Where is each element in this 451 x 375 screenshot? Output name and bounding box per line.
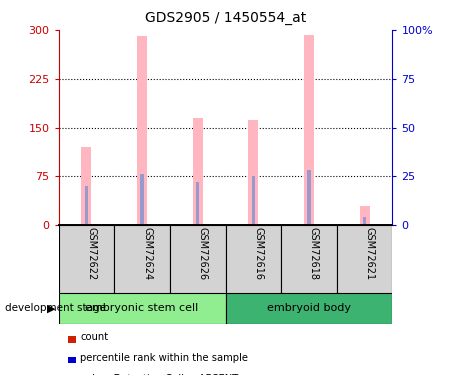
Bar [114,225,170,292]
Bar [250,224,257,225]
Bar [363,217,366,225]
Text: GSM72618: GSM72618 [309,227,319,280]
Text: value, Detection Call = ABSENT: value, Detection Call = ABSENT [80,374,239,375]
Bar [194,224,201,225]
Text: embryoid body: embryoid body [267,303,351,313]
Text: GSM72621: GSM72621 [364,227,375,280]
Bar [85,186,88,225]
Text: percentile rank within the sample: percentile rank within the sample [80,353,249,363]
Bar [137,36,147,225]
Bar [359,206,369,225]
Bar [193,118,202,225]
Bar [59,292,226,324]
Bar [304,35,314,225]
Bar [139,224,145,225]
Bar [249,120,258,225]
Text: GSM72626: GSM72626 [198,227,208,280]
Text: development stage: development stage [5,303,106,313]
Text: count: count [80,333,108,342]
Bar [337,225,392,292]
Bar [307,170,311,225]
Title: GDS2905 / 1450554_at: GDS2905 / 1450554_at [145,11,306,25]
Bar [59,225,114,292]
Bar [83,224,90,225]
Bar [226,225,281,292]
Bar [140,174,144,225]
Bar [361,224,368,225]
Bar [170,225,226,292]
Text: GSM72624: GSM72624 [142,227,152,280]
Bar [226,292,392,324]
Text: embryonic stem cell: embryonic stem cell [85,303,199,313]
Bar [82,147,92,225]
Bar [196,182,199,225]
Text: ▶: ▶ [47,303,56,313]
Text: GSM72622: GSM72622 [87,227,97,280]
Bar [306,224,312,225]
Bar [281,225,337,292]
Text: GSM72616: GSM72616 [253,227,263,280]
Bar [252,176,255,225]
